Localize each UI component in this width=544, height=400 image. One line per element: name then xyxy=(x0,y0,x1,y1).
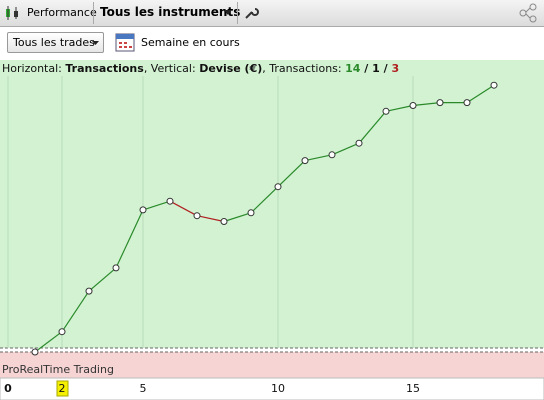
equity-segment xyxy=(466,84,495,104)
header-part: Horizontal: xyxy=(2,62,65,75)
point xyxy=(355,139,363,147)
point xyxy=(382,107,390,115)
x-tick-label: 2 xyxy=(59,382,66,395)
equity-segment xyxy=(115,209,144,269)
header-part: , Vertical: xyxy=(144,62,199,75)
equity-segment xyxy=(34,331,63,353)
equity-segment xyxy=(412,102,441,107)
point xyxy=(31,348,39,356)
point xyxy=(112,264,120,272)
point xyxy=(274,183,282,191)
filter-bar: Tous les trades Semaine en cours xyxy=(0,27,544,61)
x-tick-label: 0 xyxy=(4,382,12,395)
count-wins: 14 xyxy=(345,62,361,75)
count-separator: / xyxy=(360,62,372,75)
equity-segment xyxy=(196,215,225,223)
equity-segment xyxy=(358,110,387,144)
header-part: Devise (€) xyxy=(199,62,262,75)
equity-segment xyxy=(277,160,306,188)
point xyxy=(436,99,444,107)
equity-segment xyxy=(304,154,333,162)
point xyxy=(139,206,147,214)
tab-performance[interactable]: Performance xyxy=(27,6,97,19)
point xyxy=(490,81,498,89)
count-neutral: 1 xyxy=(372,62,380,75)
count-separator: / xyxy=(380,62,392,75)
share-icon[interactable] xyxy=(518,3,540,23)
chart: ProRealTime Trading Horizontal: Transacti… xyxy=(0,60,544,400)
point xyxy=(409,102,417,109)
point xyxy=(301,157,309,165)
dropdown-arrow xyxy=(92,41,99,45)
count-losses: 3 xyxy=(391,62,399,75)
equity-segment xyxy=(331,142,360,156)
separator xyxy=(93,2,94,24)
x-tick-label: 15 xyxy=(406,382,420,395)
equity-segment xyxy=(142,200,171,211)
equity-segment xyxy=(385,104,414,112)
plot-background xyxy=(0,60,544,348)
point xyxy=(247,209,255,217)
point xyxy=(220,218,228,225)
calendar-icon[interactable] xyxy=(115,32,135,52)
equity-segment xyxy=(61,290,90,333)
candle-icon xyxy=(6,6,18,20)
toolbar: Performance Tous les instruments xyxy=(0,0,544,27)
pane-label: ProRealTime Trading xyxy=(2,363,114,376)
separator xyxy=(237,2,238,24)
period-label[interactable]: Semaine en cours xyxy=(141,36,240,49)
tick-highlight xyxy=(56,380,69,397)
x-axis-bar xyxy=(0,377,544,400)
wrench-icon[interactable] xyxy=(243,5,259,21)
equity-segment xyxy=(223,212,252,223)
point xyxy=(463,99,471,107)
point xyxy=(166,197,174,205)
point xyxy=(85,287,93,295)
header-part: Transactions xyxy=(65,62,144,75)
point xyxy=(193,212,201,220)
point xyxy=(328,151,336,159)
equity-segment xyxy=(88,267,117,292)
x-tick-label: 10 xyxy=(271,382,285,395)
instruments-dropdown[interactable]: Tous les instruments xyxy=(100,5,241,19)
trades-dropdown[interactable]: Tous les trades xyxy=(7,32,104,53)
point xyxy=(58,328,66,336)
lower-pane xyxy=(0,352,544,378)
trades-label: Tous les trades xyxy=(13,36,95,49)
equity-segment xyxy=(250,186,279,214)
x-tick-label: 5 xyxy=(140,382,147,395)
equity-segment xyxy=(169,200,198,217)
dropdown-arrow xyxy=(224,10,232,15)
chart-header: Horizontal: Transactions, Vertical: Devi… xyxy=(2,62,399,75)
header-part: , Transactions: xyxy=(262,62,345,75)
